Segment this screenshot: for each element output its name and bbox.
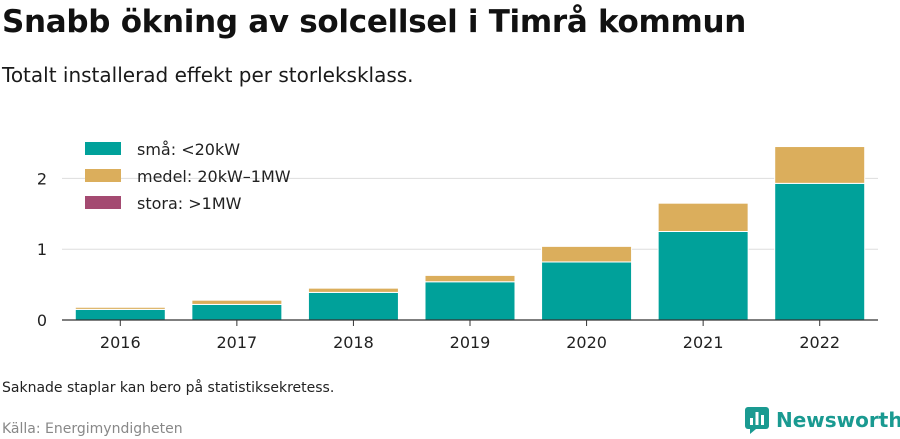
- y-tick-label: 1: [37, 240, 47, 259]
- bar-segment: [424, 274, 516, 283]
- chart-subtitle: Totalt installerad effekt per storlekskl…: [2, 63, 414, 87]
- bar-chart-logo-icon: [745, 407, 769, 434]
- bar-segment: [774, 182, 866, 321]
- bar-segment: [74, 308, 166, 321]
- x-tick-label: 2020: [566, 333, 607, 352]
- bar-segment: [191, 299, 283, 305]
- x-tick-label: 2018: [333, 333, 374, 352]
- x-tick-label: 2016: [100, 333, 141, 352]
- legend-label: stora: >1MW: [137, 194, 242, 213]
- bar-segment: [657, 231, 749, 321]
- legend-swatch: [85, 142, 121, 155]
- x-tick-label: 2019: [450, 333, 491, 352]
- y-tick-label: 0: [37, 311, 47, 330]
- bar-segment: [657, 202, 749, 232]
- bar-segment: [307, 287, 399, 293]
- bar-segment: [541, 245, 633, 263]
- bar-segment: [541, 261, 633, 321]
- x-tick-label: 2021: [683, 333, 724, 352]
- x-tick-label: 2022: [799, 333, 840, 352]
- bar-segment: [191, 303, 283, 321]
- bar-segment: [774, 146, 866, 184]
- legend-swatch: [85, 196, 121, 209]
- legend-label: små: <20kW: [137, 140, 240, 159]
- chart-title: Snabb ökning av solcellsel i Timrå kommu…: [2, 4, 747, 40]
- bar-segment: [424, 281, 516, 321]
- brand-name: Newsworthy: [776, 408, 900, 432]
- legend-swatch: [85, 169, 121, 182]
- stacked-bar-chart: 0 1 2 2016 2017 2018 2019 2020 2021 2022 små: <20k…: [37, 140, 878, 352]
- y-tick-label: 2: [37, 169, 47, 188]
- source-credit: Källa: Energimyndigheten: [2, 421, 183, 437]
- x-tick-label: 2017: [216, 333, 257, 352]
- bar-segment: [307, 291, 399, 321]
- brand-logo: Newsworthy: [744, 406, 900, 434]
- bar-segment: [74, 306, 166, 310]
- footnote: Saknade staplar kan bero på statistiksek…: [2, 380, 335, 396]
- legend-label: medel: 20kW–1MW: [137, 167, 291, 186]
